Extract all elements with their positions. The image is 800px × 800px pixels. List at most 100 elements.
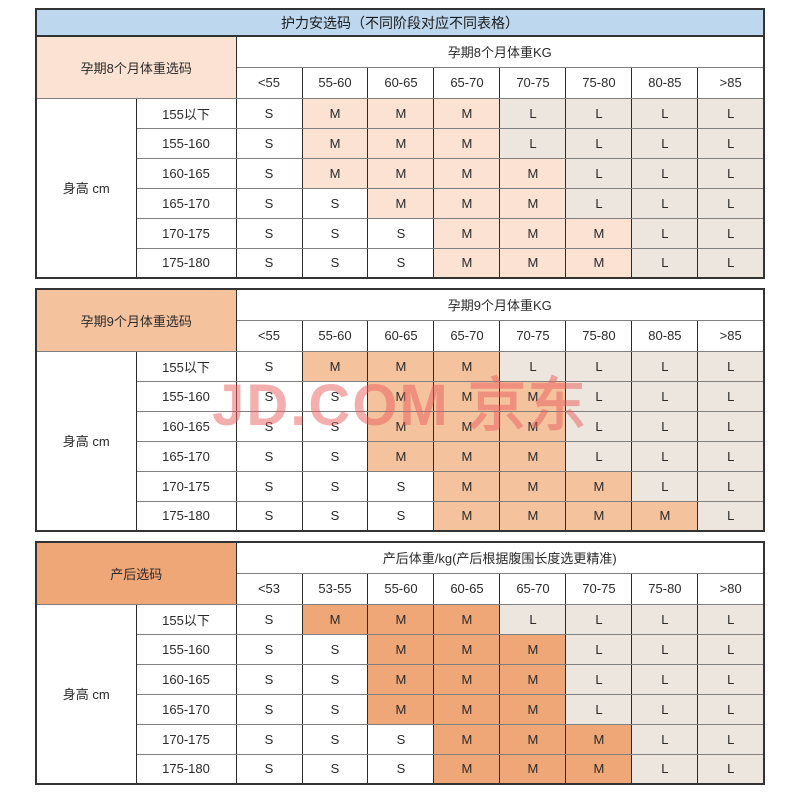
size-cell: M: [499, 217, 567, 249]
size-cell: S: [235, 470, 303, 502]
size-cell: S: [301, 723, 369, 755]
weight-col-header: 80-85: [631, 66, 699, 99]
weight-col-header: <55: [235, 66, 303, 99]
size-cell: S: [235, 753, 303, 785]
height-range-label: 155-160: [135, 380, 237, 412]
size-cell: S: [367, 217, 435, 249]
size-cell: M: [367, 410, 435, 442]
weight-col-header: 55-60: [301, 66, 369, 99]
size-cell: L: [565, 157, 633, 189]
size-cell: M: [367, 187, 435, 219]
size-cell: M: [433, 350, 501, 382]
size-table-pregnancy-9-months: 孕期9个月体重选码 孕期9个月体重KG <55 55-60 60-65 65-70 70-7…: [35, 288, 765, 532]
size-cell: L: [631, 217, 699, 249]
size-cell: M: [565, 217, 633, 249]
weight-col-header: 70-75: [499, 319, 567, 352]
size-cell: L: [631, 410, 699, 442]
size-cell: L: [565, 410, 633, 442]
size-cell: L: [565, 127, 633, 159]
size-cell: S: [367, 723, 435, 755]
size-cell: L: [631, 693, 699, 725]
weight-group-header: 孕期8个月体重KG: [235, 35, 765, 68]
height-range-label: 155以下: [135, 97, 237, 129]
size-cell: M: [433, 753, 501, 785]
size-cell: L: [697, 97, 765, 129]
size-cell: L: [697, 633, 765, 665]
size-cell: L: [631, 157, 699, 189]
size-cell: S: [235, 723, 303, 755]
size-cell: M: [631, 500, 699, 532]
weight-group-header: 孕期9个月体重KG: [235, 288, 765, 321]
height-axis-label: 身高 cm: [35, 603, 137, 785]
size-cell: S: [235, 217, 303, 249]
size-cell: M: [433, 500, 501, 532]
size-cell: L: [631, 663, 699, 695]
sheet-title: 护力安选码（不同阶段对应不同表格）: [35, 8, 765, 37]
size-cell: S: [235, 157, 303, 189]
height-range-label: 170-175: [135, 723, 237, 755]
weight-group-header: 产后体重/kg(产后根据腹围长度选更精准): [235, 541, 765, 574]
size-cell: S: [235, 500, 303, 532]
size-cell: M: [565, 753, 633, 785]
size-cell: S: [301, 663, 369, 695]
size-cell: M: [433, 187, 501, 219]
size-cell: M: [367, 380, 435, 412]
size-cell: M: [433, 663, 501, 695]
weight-col-header: >80: [697, 572, 765, 605]
size-cell: S: [367, 753, 435, 785]
size-cell: S: [235, 127, 303, 159]
size-cell: L: [697, 217, 765, 249]
size-cell: L: [697, 663, 765, 695]
size-cell: M: [499, 633, 567, 665]
size-cell: L: [697, 470, 765, 502]
table-left-header: 产后选码: [35, 541, 237, 605]
size-cell: L: [697, 350, 765, 382]
size-cell: L: [631, 247, 699, 279]
size-cell: L: [697, 127, 765, 159]
weight-col-header: >85: [697, 66, 765, 99]
size-cell: S: [301, 753, 369, 785]
height-axis-label: 身高 cm: [35, 97, 137, 279]
weight-col-header: 75-80: [565, 66, 633, 99]
size-cell: S: [235, 97, 303, 129]
height-range-label: 170-175: [135, 217, 237, 249]
size-cell: M: [367, 97, 435, 129]
size-cell: M: [301, 157, 369, 189]
size-cell: S: [235, 440, 303, 472]
size-cell: L: [565, 380, 633, 412]
size-cell: S: [301, 500, 369, 532]
size-cell: S: [301, 217, 369, 249]
height-range-label: 165-170: [135, 440, 237, 472]
height-range-label: 165-170: [135, 693, 237, 725]
height-range-label: 175-180: [135, 753, 237, 785]
size-cell: L: [631, 723, 699, 755]
size-cell: M: [499, 723, 567, 755]
size-cell: M: [433, 693, 501, 725]
size-cell: S: [235, 693, 303, 725]
size-cell: L: [565, 440, 633, 472]
size-cell: L: [697, 603, 765, 635]
table-left-header: 孕期9个月体重选码: [35, 288, 237, 352]
weight-col-header: 55-60: [301, 319, 369, 352]
size-cell: L: [697, 410, 765, 442]
size-cell: S: [235, 633, 303, 665]
size-cell: L: [499, 603, 567, 635]
weight-col-header: <55: [235, 319, 303, 352]
table-left-header: 孕期8个月体重选码: [35, 35, 237, 99]
size-cell: S: [235, 603, 303, 635]
size-cell: S: [367, 500, 435, 532]
size-cell: M: [301, 127, 369, 159]
size-cell: S: [301, 380, 369, 412]
weight-col-header: 65-70: [433, 66, 501, 99]
size-cell: M: [367, 350, 435, 382]
size-cell: M: [499, 247, 567, 279]
size-cell: L: [565, 97, 633, 129]
size-cell: S: [367, 247, 435, 279]
size-cell: M: [433, 127, 501, 159]
size-cell: M: [367, 440, 435, 472]
size-cell: M: [499, 157, 567, 189]
size-cell: M: [433, 157, 501, 189]
size-cell: L: [499, 97, 567, 129]
size-cell: L: [631, 603, 699, 635]
height-axis-label: 身高 cm: [35, 350, 137, 532]
